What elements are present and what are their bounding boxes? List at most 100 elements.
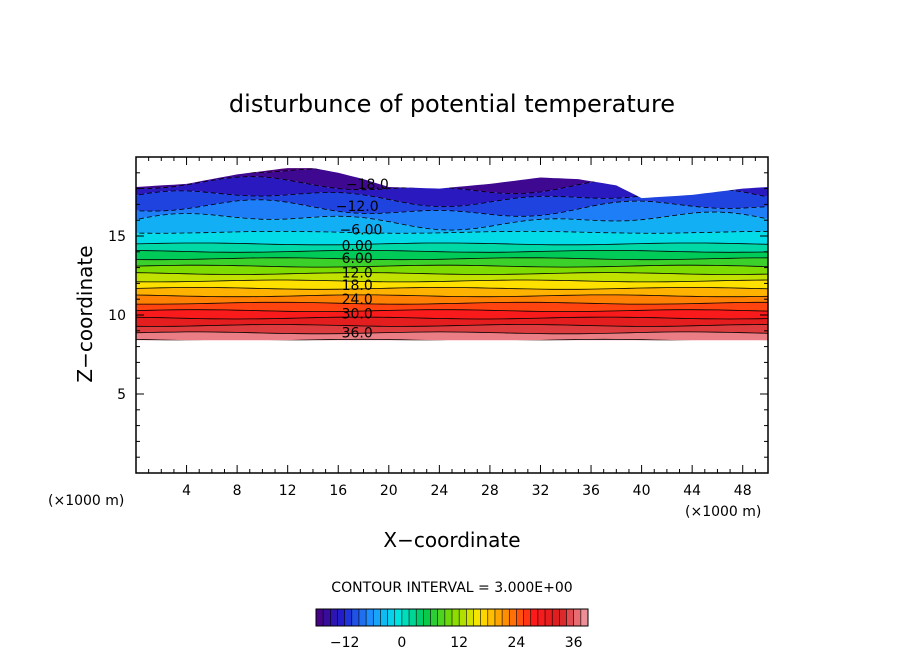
contour-line — [136, 264, 768, 268]
contour-band — [136, 280, 768, 290]
contour-line — [136, 331, 768, 335]
x-tick-label: 24 — [430, 483, 448, 499]
colorbar-swatch — [566, 609, 574, 626]
contour-line — [136, 231, 768, 234]
contour-band — [136, 294, 768, 305]
contour-line — [136, 250, 768, 253]
colorbar-swatch — [344, 609, 353, 626]
x-tick-label: 4 — [182, 483, 191, 499]
colorbar-swatch — [323, 609, 331, 626]
colorbar-tick-label: −12 — [330, 635, 360, 651]
x-tick-label: 8 — [233, 483, 242, 499]
contour-band — [136, 287, 768, 297]
x-axis-title: X−coordinate — [383, 528, 520, 552]
y-tick-label: 5 — [117, 387, 126, 403]
contour-band — [136, 339, 768, 341]
colorbar-swatch — [530, 609, 539, 626]
contour-label: −18.0 — [346, 177, 389, 193]
x-tick-label: 48 — [734, 483, 752, 499]
colorbar-swatch — [337, 609, 345, 626]
colorbar-swatch — [552, 609, 560, 626]
colorbar — [315, 608, 589, 627]
contour-label: −12.0 — [336, 199, 379, 215]
contour-lines — [136, 168, 768, 341]
x-tick-label: 36 — [582, 483, 600, 499]
contour-line — [136, 242, 768, 246]
contour-line — [136, 294, 768, 298]
colorbar-swatch — [401, 609, 410, 626]
x-tick-label: 32 — [532, 483, 550, 499]
contour-band — [136, 324, 768, 334]
colorbar-tick-label: 0 — [397, 635, 406, 651]
colorbar-swatch — [380, 609, 388, 626]
contour-label: 36.0 — [342, 325, 373, 341]
colorbar-swatch — [516, 609, 524, 626]
colorbar-swatch — [494, 609, 503, 626]
y-tick-labels: 5 10 15 — [108, 229, 126, 403]
colorbar-swatch — [366, 609, 374, 626]
y-axis-title: Z−coordinate — [73, 245, 97, 382]
contour-label: 30.0 — [342, 306, 373, 322]
chart-title: disturbunce of potential temperature — [229, 90, 675, 118]
colorbar-swatch — [387, 609, 396, 626]
contour-line — [136, 211, 768, 231]
contour-band — [136, 272, 768, 282]
contour-band — [136, 309, 768, 319]
contour-label: 18.0 — [342, 278, 373, 294]
contour-line — [136, 316, 768, 320]
x-tick-label: 44 — [683, 483, 701, 499]
colorbar-swatch — [351, 609, 360, 626]
colorbar-swatch — [502, 609, 510, 626]
contour-line — [136, 279, 768, 283]
contour-label: 6.00 — [342, 251, 373, 267]
colorbar-tick-label: 24 — [508, 635, 526, 651]
contour-line — [136, 176, 768, 195]
colorbar-swatch — [452, 609, 460, 626]
colorbar-swatch — [437, 609, 446, 626]
x-tick-label: 40 — [633, 483, 651, 499]
contour-line — [136, 188, 768, 208]
colorbar-swatch — [444, 609, 453, 626]
colorbar-swatch — [409, 609, 417, 626]
x-unit-label-right: (×1000 m) — [685, 504, 761, 520]
colorbar-swatch — [573, 609, 582, 626]
contour-band — [136, 199, 768, 231]
x-tick-labels: 4 8 12 16 20 24 28 32 36 40 44 48 — [182, 483, 752, 499]
colorbar-swatch — [416, 609, 424, 626]
colorbar-swatch — [487, 609, 496, 626]
colorbar-swatch — [537, 609, 546, 626]
x-tick-label: 12 — [279, 483, 297, 499]
contour-line — [136, 286, 768, 290]
contour-band — [136, 250, 768, 260]
colorbar-swatch — [316, 609, 324, 626]
contour-line — [136, 301, 768, 305]
axis-ticks — [136, 157, 768, 473]
contour-band — [136, 231, 768, 245]
x-tick-label: 16 — [329, 483, 347, 499]
colorbar-swatch — [373, 609, 381, 626]
contour-band — [136, 331, 768, 341]
colorbar-swatch — [394, 609, 403, 626]
contour-band — [136, 168, 768, 194]
contour-band — [136, 188, 768, 217]
y-tick-label: 10 — [108, 308, 126, 324]
colorbar-swatch — [523, 609, 532, 626]
colorbar-labels: −12 0 12 24 36 — [330, 635, 583, 651]
contour-line — [136, 257, 768, 261]
colorbar-tick-label: 36 — [565, 635, 583, 651]
colorbar-swatch — [358, 609, 367, 626]
contour-line — [136, 272, 768, 275]
colorbar-swatch — [466, 609, 474, 626]
colorbar-swatch — [545, 609, 553, 626]
contour-label: −6.00 — [340, 223, 383, 239]
contour-band — [136, 243, 768, 253]
contour-line — [136, 324, 768, 327]
contour-band — [136, 257, 768, 268]
colorbar-swatch — [509, 609, 517, 626]
colorbar-swatch — [559, 609, 567, 626]
x-tick-label: 20 — [380, 483, 398, 499]
colorbar-swatch — [423, 609, 431, 626]
